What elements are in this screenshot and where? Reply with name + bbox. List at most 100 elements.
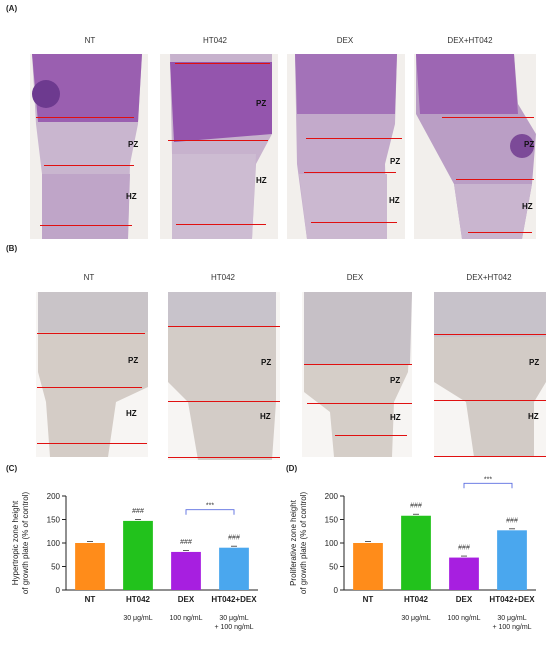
a-image-dex-ht042 (414, 54, 536, 239)
bar-ht042 (401, 515, 431, 590)
significance-label: ### (506, 517, 518, 524)
bar-ht042-dex (219, 547, 249, 590)
bar-dex (171, 551, 201, 590)
x-tick-label: NT (363, 595, 374, 604)
bar-ht042 (123, 520, 153, 590)
y-tick-label: 50 (51, 563, 60, 572)
a-zone-hz-ht042: HZ (256, 176, 267, 185)
y-axis-label-line: of growth plate (% of control) (21, 492, 30, 595)
a-zone-hz-dex: HZ (389, 196, 400, 205)
significance-bracket (185, 509, 235, 515)
x-tick-label: DEX (178, 595, 195, 604)
chart-c: Hypertropic zone heightof growth plate (… (0, 478, 275, 646)
dose-label: 30 μg/mL (497, 615, 526, 622)
a-image-nt (30, 54, 148, 239)
b-col-title-ht042: HT042 (210, 273, 235, 282)
y-tick-label: 50 (329, 563, 338, 572)
panel-label-c: (C) (6, 464, 18, 473)
b-line-ht042-3 (168, 457, 280, 458)
bar-nt (75, 543, 105, 590)
b-zone-pz-dex: PZ (390, 376, 401, 385)
b-image-ht042 (168, 292, 280, 460)
a-line-ht042-1 (175, 63, 270, 64)
x-tick-label: HT042 (126, 595, 151, 604)
a-line-ht042-2 (168, 140, 268, 141)
b-image-dex (302, 292, 412, 457)
y-tick-label: 150 (325, 516, 339, 525)
significance-label: ### (458, 545, 470, 552)
dose-label: + 100 ng/mL (492, 624, 531, 631)
b-line-combo-3 (434, 456, 546, 457)
chart-d-svg: Proliferative zone heightof growth plate… (289, 476, 536, 631)
bar-dex (449, 557, 479, 590)
a-line-dex-3 (311, 222, 397, 223)
b-zone-hz-combo: HZ (528, 412, 539, 421)
x-tick-label: DEX (456, 595, 473, 604)
b-col-title-dex: DEX (346, 273, 364, 282)
a-image-dex (287, 54, 405, 239)
a-col-title-dex: DEX (336, 36, 354, 45)
panel-label-d: (D) (286, 464, 298, 473)
b-image-dex-ht042 (434, 292, 546, 457)
bar-nt (353, 543, 383, 590)
b-line-nt-2 (37, 387, 142, 388)
y-axis-label: Hypertropic zone heightof growth plate (… (11, 492, 30, 595)
a-line-combo-3 (468, 232, 532, 233)
dose-label: 100 ng/mL (447, 615, 480, 622)
chart-d: Proliferative zone heightof growth plate… (278, 476, 550, 646)
panel-label-a: (A) (6, 4, 18, 13)
y-axis-label-line: Hypertropic zone height (11, 500, 20, 585)
b-image-nt (36, 292, 148, 457)
y-tick-label: 150 (47, 516, 61, 525)
bracket-label: *** (484, 476, 492, 483)
a-zone-hz-combo: HZ (522, 202, 533, 211)
b-zone-pz-ht042: PZ (261, 358, 272, 367)
b-line-dex-2 (307, 403, 412, 404)
a-zone-pz-combo: PZ (524, 140, 535, 149)
a-zone-pz-nt: PZ (128, 140, 139, 149)
dose-label: 30 μg/mL (123, 615, 152, 622)
a-line-dex-2 (304, 172, 396, 173)
b-line-dex-1 (304, 364, 412, 365)
dose-label: 30 μg/mL (219, 615, 248, 622)
y-axis-label-line: of growth plate (% of control) (299, 492, 308, 595)
a-line-ht042-3 (176, 224, 266, 225)
x-tick-label: NT (85, 595, 96, 604)
bar-ht042-dex (497, 530, 527, 590)
a-line-nt-2 (44, 165, 134, 166)
a-zone-pz-ht042: PZ (256, 99, 267, 108)
a-line-combo-2 (456, 179, 534, 180)
b-col-title-dex-ht042: DEX+HT042 (466, 273, 512, 282)
significance-label: ### (132, 508, 144, 515)
x-tick-label: HT042+DEX (489, 595, 535, 604)
a-line-combo-1 (442, 117, 534, 118)
x-tick-label: HT042+DEX (211, 595, 257, 604)
b-col-title-nt: NT (83, 273, 95, 282)
b-zone-hz-ht042: HZ (260, 412, 271, 421)
significance-label: ### (410, 503, 422, 510)
y-axis-label: Proliferative zone heightof growth plate… (289, 492, 308, 595)
b-line-ht042-1 (168, 326, 280, 327)
significance-label: ### (228, 535, 240, 542)
b-line-nt-3 (37, 443, 147, 444)
dose-label: 100 ng/mL (169, 615, 202, 622)
bracket-label: *** (206, 503, 214, 510)
y-tick-label: 200 (47, 492, 61, 501)
b-line-dex-3 (335, 435, 407, 436)
significance-label: ### (180, 539, 192, 546)
dose-label: 30 μg/mL (401, 615, 430, 622)
b-line-ht042-2 (168, 401, 280, 402)
b-zone-hz-dex: HZ (390, 413, 401, 422)
y-tick-label: 100 (325, 539, 339, 548)
a-col-title-nt: NT (84, 36, 96, 45)
b-line-combo-1 (434, 334, 546, 335)
chart-c-svg: Hypertropic zone heightof growth plate (… (11, 492, 258, 631)
x-tick-label: HT042 (404, 595, 429, 604)
b-zone-pz-nt: PZ (128, 356, 139, 365)
y-tick-label: 200 (325, 492, 339, 501)
a-col-title-dex-ht042: DEX+HT042 (447, 36, 493, 45)
a-zone-hz-nt: HZ (126, 192, 137, 201)
a-line-nt-3 (40, 225, 132, 226)
a-line-nt-1 (36, 117, 134, 118)
panel-label-b: (B) (6, 244, 18, 253)
